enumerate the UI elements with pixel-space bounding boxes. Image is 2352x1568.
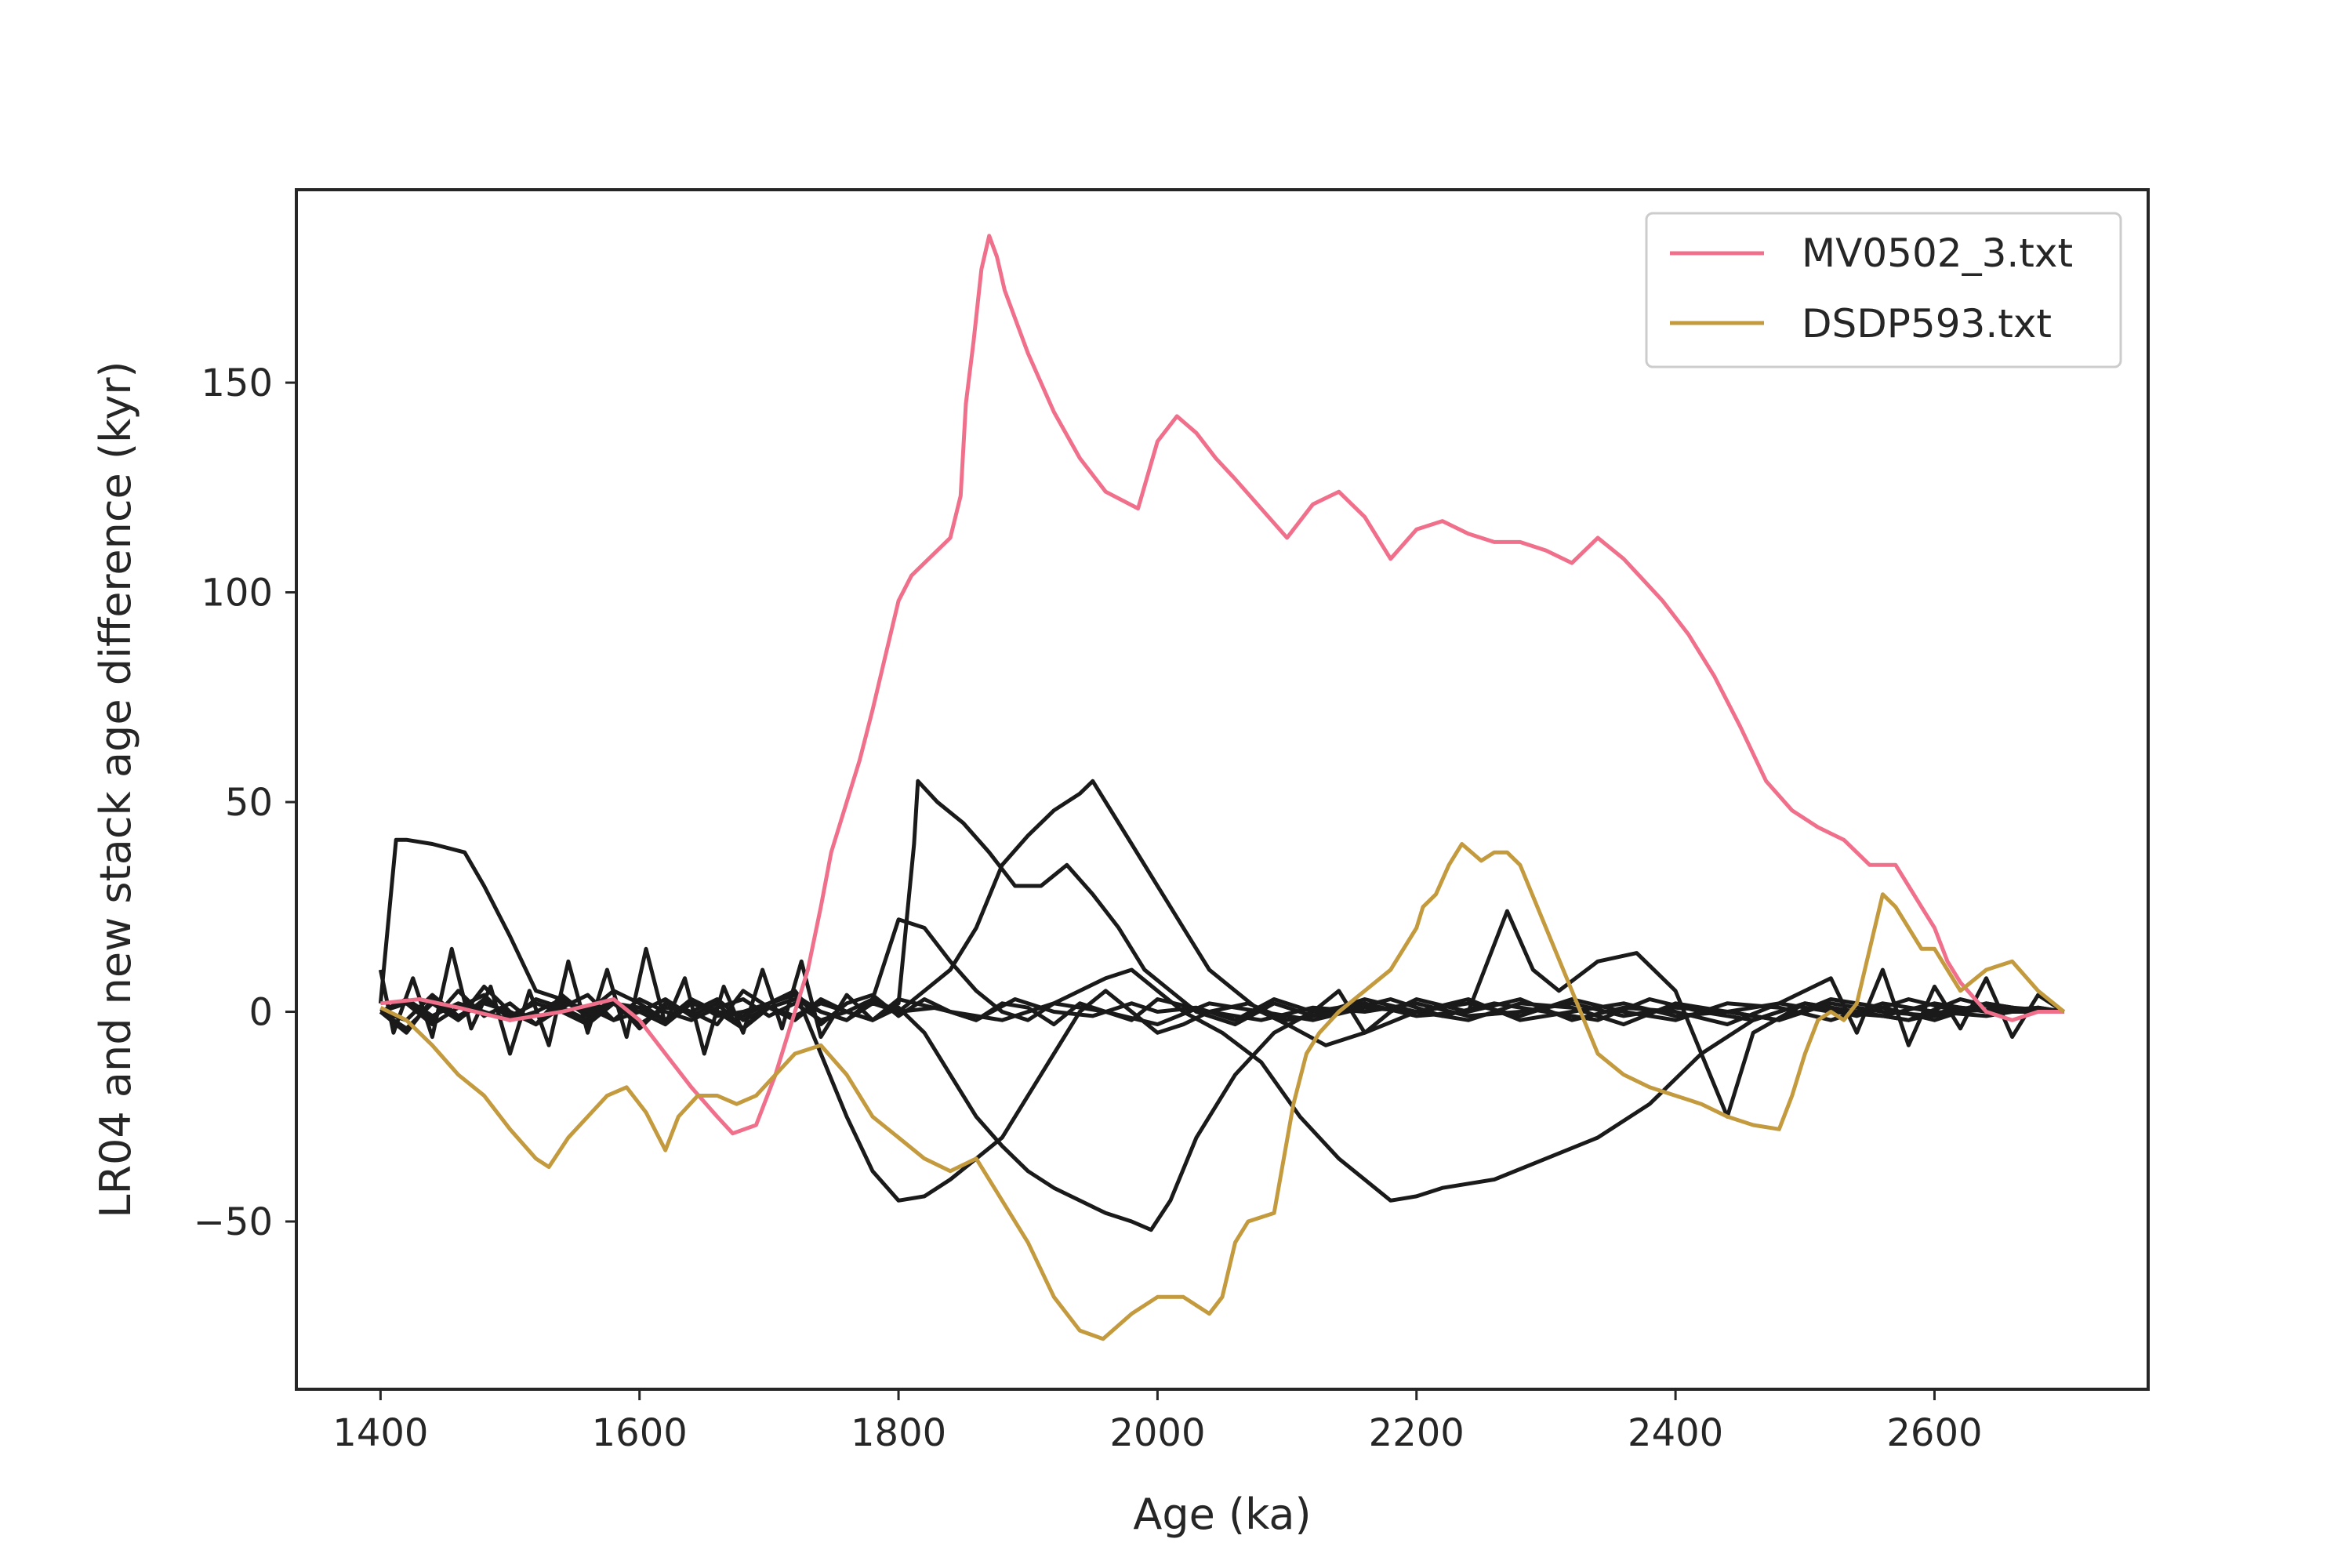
y-tick-label: 50 xyxy=(225,781,273,825)
series-line-other-6 xyxy=(379,917,2064,1203)
x-tick-label: 2400 xyxy=(1628,1411,1723,1455)
y-tick-label: 100 xyxy=(201,572,273,615)
series-line-mv0502-3-txt xyxy=(380,234,2064,1136)
legend-box xyxy=(1645,212,2122,368)
x-axis: 1400 1600 1800 2000 2200 2400 2600 xyxy=(332,1389,1983,1455)
plot-frame xyxy=(295,188,2150,1391)
series-layer xyxy=(378,234,2066,1341)
legend-label-mv0502: MV0502_3.txt xyxy=(1802,230,2073,276)
y-axis: −50 0 50 100 150 xyxy=(194,361,296,1244)
x-tick-label: 1800 xyxy=(851,1411,946,1455)
x-tick-label: 1400 xyxy=(332,1411,428,1455)
y-axis-label: LR04 and new stack age difference (kyr) xyxy=(91,361,140,1218)
series-line-other-2 xyxy=(379,779,2064,1035)
series-line-dsdp593-txt xyxy=(379,842,2066,1341)
series-line-other-7 xyxy=(379,909,2064,1119)
series-line-other-5 xyxy=(379,993,2064,1232)
y-tick-label: −50 xyxy=(194,1200,273,1244)
series-line-other-8 xyxy=(378,946,2065,1056)
legend-label-dsdp593: DSDP593.txt xyxy=(1802,301,2052,347)
x-tick-label: 2200 xyxy=(1369,1411,1465,1455)
legend: MV0502_3.txt DSDP593.txt xyxy=(1645,212,2122,368)
x-tick-label: 1600 xyxy=(592,1411,688,1455)
x-axis-label: Age (ka) xyxy=(1133,1490,1311,1539)
y-tick-label: 0 xyxy=(249,991,273,1035)
x-tick-label: 2600 xyxy=(1886,1411,1982,1455)
x-tick-label: 2000 xyxy=(1109,1411,1205,1455)
y-tick-label: 150 xyxy=(201,361,273,405)
